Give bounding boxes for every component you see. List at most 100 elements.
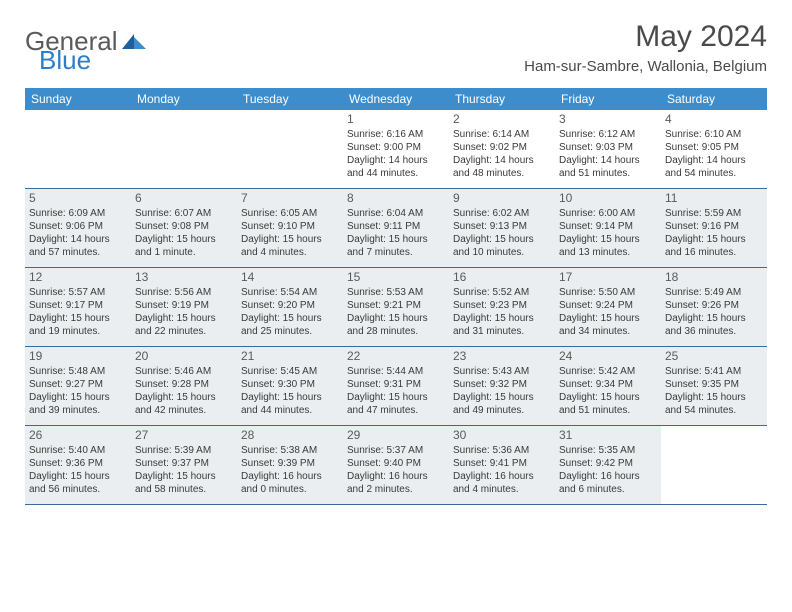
weekday-thursday: Thursday bbox=[449, 88, 555, 110]
sunrise-text: Sunrise: 5:48 AM bbox=[29, 365, 127, 378]
day-cell: 26Sunrise: 5:40 AMSunset: 9:36 PMDayligh… bbox=[25, 426, 131, 504]
sunrise-text: Sunrise: 5:50 AM bbox=[559, 286, 657, 299]
day-cell bbox=[237, 110, 343, 188]
day-cell: 24Sunrise: 5:42 AMSunset: 9:34 PMDayligh… bbox=[555, 347, 661, 425]
day-cell: 6Sunrise: 6:07 AMSunset: 9:08 PMDaylight… bbox=[131, 189, 237, 267]
daylight-text: Daylight: 16 hours and 0 minutes. bbox=[241, 470, 339, 496]
sunset-text: Sunset: 9:42 PM bbox=[559, 457, 657, 470]
daylight-text: Daylight: 15 hours and 34 minutes. bbox=[559, 312, 657, 338]
sunset-text: Sunset: 9:08 PM bbox=[135, 220, 233, 233]
day-cell: 13Sunrise: 5:56 AMSunset: 9:19 PMDayligh… bbox=[131, 268, 237, 346]
day-cell: 16Sunrise: 5:52 AMSunset: 9:23 PMDayligh… bbox=[449, 268, 555, 346]
weekday-monday: Monday bbox=[131, 88, 237, 110]
sunrise-text: Sunrise: 6:05 AM bbox=[241, 207, 339, 220]
sunset-text: Sunset: 9:13 PM bbox=[453, 220, 551, 233]
daylight-text: Daylight: 16 hours and 6 minutes. bbox=[559, 470, 657, 496]
sunrise-text: Sunrise: 5:44 AM bbox=[347, 365, 445, 378]
week-row: 1Sunrise: 6:16 AMSunset: 9:00 PMDaylight… bbox=[25, 110, 767, 189]
weeks-container: 1Sunrise: 6:16 AMSunset: 9:00 PMDaylight… bbox=[25, 110, 767, 505]
sunrise-text: Sunrise: 5:45 AM bbox=[241, 365, 339, 378]
day-cell: 9Sunrise: 6:02 AMSunset: 9:13 PMDaylight… bbox=[449, 189, 555, 267]
sunset-text: Sunset: 9:19 PM bbox=[135, 299, 233, 312]
day-cell: 8Sunrise: 6:04 AMSunset: 9:11 PMDaylight… bbox=[343, 189, 449, 267]
day-number: 23 bbox=[453, 349, 551, 363]
daylight-text: Daylight: 15 hours and 47 minutes. bbox=[347, 391, 445, 417]
day-cell: 12Sunrise: 5:57 AMSunset: 9:17 PMDayligh… bbox=[25, 268, 131, 346]
day-number: 4 bbox=[665, 112, 763, 126]
sunset-text: Sunset: 9:37 PM bbox=[135, 457, 233, 470]
day-number: 21 bbox=[241, 349, 339, 363]
month-title: May 2024 bbox=[524, 20, 767, 54]
daylight-text: Daylight: 15 hours and 42 minutes. bbox=[135, 391, 233, 417]
sunrise-text: Sunrise: 5:42 AM bbox=[559, 365, 657, 378]
sunrise-text: Sunrise: 5:37 AM bbox=[347, 444, 445, 457]
day-cell: 25Sunrise: 5:41 AMSunset: 9:35 PMDayligh… bbox=[661, 347, 767, 425]
day-number: 26 bbox=[29, 428, 127, 442]
sunrise-text: Sunrise: 5:46 AM bbox=[135, 365, 233, 378]
sunrise-text: Sunrise: 5:41 AM bbox=[665, 365, 763, 378]
location-text: Ham-sur-Sambre, Wallonia, Belgium bbox=[524, 58, 767, 75]
day-cell: 28Sunrise: 5:38 AMSunset: 9:39 PMDayligh… bbox=[237, 426, 343, 504]
day-cell: 30Sunrise: 5:36 AMSunset: 9:41 PMDayligh… bbox=[449, 426, 555, 504]
sunrise-text: Sunrise: 6:12 AM bbox=[559, 128, 657, 141]
daylight-text: Daylight: 15 hours and 36 minutes. bbox=[665, 312, 763, 338]
day-number: 3 bbox=[559, 112, 657, 126]
sunrise-text: Sunrise: 5:54 AM bbox=[241, 286, 339, 299]
day-number: 5 bbox=[29, 191, 127, 205]
daylight-text: Daylight: 15 hours and 13 minutes. bbox=[559, 233, 657, 259]
day-number: 12 bbox=[29, 270, 127, 284]
sunset-text: Sunset: 9:03 PM bbox=[559, 141, 657, 154]
sunset-text: Sunset: 9:27 PM bbox=[29, 378, 127, 391]
sunset-text: Sunset: 9:11 PM bbox=[347, 220, 445, 233]
day-number: 30 bbox=[453, 428, 551, 442]
daylight-text: Daylight: 15 hours and 19 minutes. bbox=[29, 312, 127, 338]
sunrise-text: Sunrise: 5:52 AM bbox=[453, 286, 551, 299]
day-cell: 4Sunrise: 6:10 AMSunset: 9:05 PMDaylight… bbox=[661, 110, 767, 188]
sunset-text: Sunset: 9:14 PM bbox=[559, 220, 657, 233]
day-number: 31 bbox=[559, 428, 657, 442]
day-number: 22 bbox=[347, 349, 445, 363]
day-cell: 15Sunrise: 5:53 AMSunset: 9:21 PMDayligh… bbox=[343, 268, 449, 346]
weekday-friday: Friday bbox=[555, 88, 661, 110]
sunset-text: Sunset: 9:24 PM bbox=[559, 299, 657, 312]
sunset-text: Sunset: 9:39 PM bbox=[241, 457, 339, 470]
day-number: 7 bbox=[241, 191, 339, 205]
sunset-text: Sunset: 9:10 PM bbox=[241, 220, 339, 233]
weekday-header-row: SundayMondayTuesdayWednesdayThursdayFrid… bbox=[25, 88, 767, 110]
sunset-text: Sunset: 9:41 PM bbox=[453, 457, 551, 470]
sunset-text: Sunset: 9:40 PM bbox=[347, 457, 445, 470]
day-number: 14 bbox=[241, 270, 339, 284]
sunrise-text: Sunrise: 5:49 AM bbox=[665, 286, 763, 299]
daylight-text: Daylight: 15 hours and 51 minutes. bbox=[559, 391, 657, 417]
daylight-text: Daylight: 15 hours and 22 minutes. bbox=[135, 312, 233, 338]
brand-text-2: Blue bbox=[39, 45, 91, 76]
daylight-text: Daylight: 15 hours and 7 minutes. bbox=[347, 233, 445, 259]
sunset-text: Sunset: 9:28 PM bbox=[135, 378, 233, 391]
daylight-text: Daylight: 14 hours and 44 minutes. bbox=[347, 154, 445, 180]
day-number: 1 bbox=[347, 112, 445, 126]
day-number: 6 bbox=[135, 191, 233, 205]
sunrise-text: Sunrise: 6:10 AM bbox=[665, 128, 763, 141]
day-cell: 11Sunrise: 5:59 AMSunset: 9:16 PMDayligh… bbox=[661, 189, 767, 267]
weekday-saturday: Saturday bbox=[661, 88, 767, 110]
daylight-text: Daylight: 16 hours and 2 minutes. bbox=[347, 470, 445, 496]
sunrise-text: Sunrise: 6:16 AM bbox=[347, 128, 445, 141]
daylight-text: Daylight: 14 hours and 51 minutes. bbox=[559, 154, 657, 180]
sunrise-text: Sunrise: 6:00 AM bbox=[559, 207, 657, 220]
sunset-text: Sunset: 9:21 PM bbox=[347, 299, 445, 312]
sunrise-text: Sunrise: 6:14 AM bbox=[453, 128, 551, 141]
day-number: 2 bbox=[453, 112, 551, 126]
day-number: 10 bbox=[559, 191, 657, 205]
daylight-text: Daylight: 15 hours and 54 minutes. bbox=[665, 391, 763, 417]
day-cell: 5Sunrise: 6:09 AMSunset: 9:06 PMDaylight… bbox=[25, 189, 131, 267]
sunrise-text: Sunrise: 5:39 AM bbox=[135, 444, 233, 457]
daylight-text: Daylight: 15 hours and 44 minutes. bbox=[241, 391, 339, 417]
title-block: May 2024 Ham-sur-Sambre, Wallonia, Belgi… bbox=[524, 20, 767, 75]
flag-icon bbox=[120, 31, 150, 53]
sunrise-text: Sunrise: 6:07 AM bbox=[135, 207, 233, 220]
daylight-text: Daylight: 15 hours and 25 minutes. bbox=[241, 312, 339, 338]
daylight-text: Daylight: 16 hours and 4 minutes. bbox=[453, 470, 551, 496]
day-cell bbox=[131, 110, 237, 188]
sunset-text: Sunset: 9:20 PM bbox=[241, 299, 339, 312]
day-number: 29 bbox=[347, 428, 445, 442]
